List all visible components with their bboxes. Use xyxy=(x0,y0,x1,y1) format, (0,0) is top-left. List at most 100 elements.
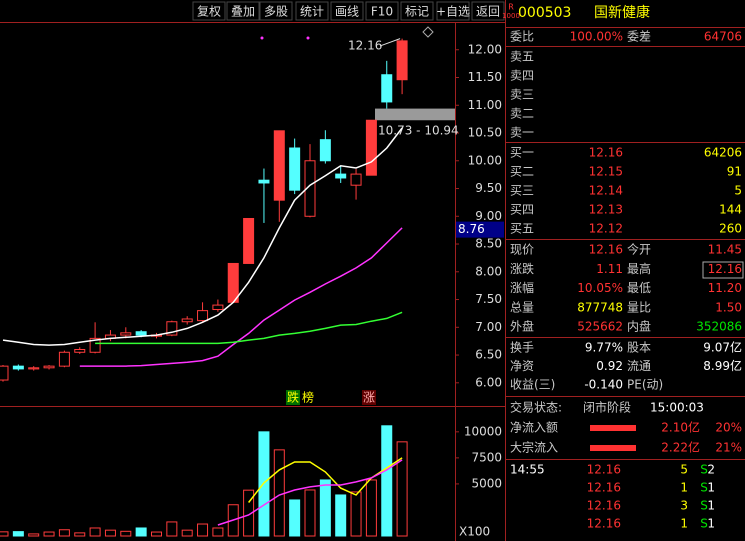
tick-count: 1 xyxy=(707,499,715,513)
label: PE(动) xyxy=(627,378,663,392)
status-time: 15:00:03 xyxy=(650,401,704,415)
tick-time: 14:55 xyxy=(510,463,545,477)
y-tick-label: 8.00 xyxy=(475,264,502,278)
bid-volume: 260 xyxy=(719,222,742,236)
toolbar-button[interactable] xyxy=(330,1,364,21)
volume-bar xyxy=(212,527,224,537)
label: 流通 xyxy=(627,359,651,373)
y-tick-label: 9.00 xyxy=(475,209,502,223)
label: 收益(三) xyxy=(510,378,555,392)
bid-price: 12.13 xyxy=(589,203,623,217)
candle-body xyxy=(396,40,408,81)
volume-bar xyxy=(181,529,193,537)
value: 64706 xyxy=(704,30,742,44)
y-tick-label: 7500 xyxy=(471,450,502,464)
cursor-price: 8.76 xyxy=(458,222,485,236)
volume-bar xyxy=(104,529,116,537)
high-label: 12.16 xyxy=(348,39,382,53)
bid-volume: 91 xyxy=(727,165,742,179)
value: 352086 xyxy=(696,320,742,334)
marker-box[interactable] xyxy=(286,390,300,405)
label: 净资 xyxy=(510,359,534,373)
value: 12.16 xyxy=(589,243,623,257)
volume-bar xyxy=(28,533,40,537)
signal-dot xyxy=(306,36,310,40)
label: 涨跌 xyxy=(510,261,534,276)
tick-count: 1 xyxy=(707,481,715,495)
candle-body xyxy=(74,348,86,353)
volume-bar xyxy=(135,527,147,537)
value: 0.92 xyxy=(596,359,623,373)
toolbar-label: 复权 xyxy=(197,5,221,19)
y-tick-label: 6.00 xyxy=(475,375,502,389)
volume-bar xyxy=(197,523,209,537)
label: 委比 xyxy=(510,30,534,44)
candle-body xyxy=(12,365,24,370)
label: 买三 xyxy=(510,184,534,198)
flow-bar xyxy=(590,425,636,431)
label: 买二 xyxy=(510,165,534,179)
marker-box[interactable] xyxy=(362,390,376,405)
marker: 榜 xyxy=(302,390,314,405)
value: 11.45 xyxy=(708,243,742,257)
candle-body xyxy=(335,173,347,179)
candle-body xyxy=(58,351,70,367)
volume-bar xyxy=(381,425,393,537)
y-tick-label: 11.50 xyxy=(468,70,502,84)
tick-volume: 1 xyxy=(680,517,688,531)
value: 1.50 xyxy=(715,300,742,314)
high-arrow xyxy=(379,38,401,47)
candle-body xyxy=(135,331,147,336)
label: 现价 xyxy=(510,243,534,257)
volume-bar xyxy=(319,479,331,537)
volume-bar xyxy=(58,529,70,537)
volume-bar xyxy=(120,530,132,537)
value: 9.77% xyxy=(585,341,623,355)
cursor-price-box xyxy=(456,221,504,238)
label: 总量 xyxy=(510,300,534,314)
volume-bar xyxy=(89,527,101,537)
volume-bar xyxy=(273,449,285,537)
candle-body xyxy=(365,119,377,176)
tick-volume: 1 xyxy=(680,481,688,495)
candle-body xyxy=(319,139,331,162)
tick-volume: 3 xyxy=(680,499,688,513)
value: 100.00% xyxy=(570,30,623,44)
marker-box[interactable] xyxy=(301,390,315,405)
label: 卖二 xyxy=(510,107,534,121)
toolbar-button[interactable] xyxy=(365,1,399,21)
tick-count: 2 xyxy=(707,463,715,477)
volume-bar xyxy=(151,531,162,537)
toolbar-button[interactable] xyxy=(471,1,505,21)
label: 最高 xyxy=(627,261,651,276)
value: 20% xyxy=(715,421,742,435)
candle-body xyxy=(89,337,101,353)
tick-side: S xyxy=(700,481,708,495)
bid-volume: 144 xyxy=(719,203,742,217)
toolbar-button[interactable] xyxy=(226,1,260,21)
candle-body xyxy=(0,365,9,381)
gap-range-label: 10.73 - 10.94 xyxy=(378,124,459,138)
volume-bar xyxy=(350,491,362,537)
candle-body xyxy=(350,173,362,186)
toolbar-button[interactable] xyxy=(400,1,434,21)
toolbar-button[interactable] xyxy=(259,1,293,21)
label: 卖一 xyxy=(510,126,534,140)
gap-range xyxy=(375,108,455,121)
label: 外盘 xyxy=(510,319,534,334)
tick-side: S xyxy=(700,517,708,531)
tick-price: 12.16 xyxy=(587,517,621,531)
candle-body xyxy=(197,310,209,322)
flow-bar xyxy=(590,445,636,451)
toolbar-button[interactable] xyxy=(295,1,329,21)
toolbar-button[interactable] xyxy=(192,1,226,21)
tick-side: S xyxy=(700,499,708,513)
moving-average xyxy=(2,127,403,346)
badge: 1000 xyxy=(502,12,520,20)
label: 卖三 xyxy=(510,88,534,102)
toolbar-button[interactable] xyxy=(436,1,470,21)
y-tick-label: 10.00 xyxy=(468,153,502,167)
moving-average xyxy=(79,227,403,367)
